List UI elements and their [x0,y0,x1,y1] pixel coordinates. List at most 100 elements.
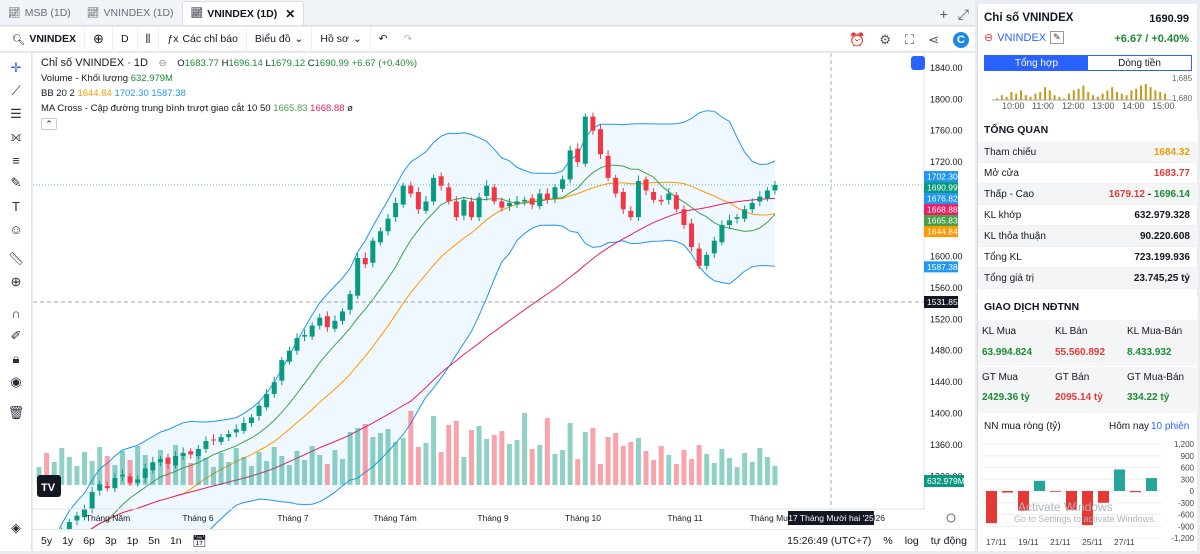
price-chart[interactable]: 1840.00 1800.00 1760.00 1720.00 1600.00 1560.… [33,53,975,554]
fullscreen-icon[interactable]: ⛶ [904,31,915,47]
trendline-icon[interactable]: ⟋ [11,83,21,98]
range-5d[interactable]: 5n [148,534,160,547]
mini-volume-bar [1140,85,1142,100]
price-axis-bg [924,53,975,529]
profile-button[interactable]: Hồ sơ ⌄ [312,26,371,52]
mini-volume-bar [1024,95,1027,100]
time-tail: 2026 [866,513,885,523]
pencil-lock-icon[interactable]: ✐ [10,328,22,343]
net-today-tab[interactable]: Hôm nay [1109,421,1150,432]
auto-toggle[interactable]: tự động [930,535,967,547]
brush-icon[interactable]: ✎ [10,175,22,190]
tab-msb[interactable]: 📈︎ MSB (1D) [0,1,79,25]
candle [719,225,725,243]
mini-time: 15:00 [1152,101,1175,111]
tab-summary[interactable]: Tổng hợp [985,56,1088,70]
eye-icon[interactable]: ◉ [10,374,22,389]
volume-bar [264,461,270,485]
horizontal-lines-icon[interactable]: ☰ [10,106,22,121]
volume-bar [757,448,763,485]
close-icon[interactable]: ✕ [285,6,296,21]
mini-time: 14:00 [1122,101,1145,111]
foreign-value: 55.560.892 [1055,346,1106,358]
chart-icon: 📈︎ [8,7,21,19]
undo-button[interactable]: ↶ [371,27,396,52]
candle [461,199,467,216]
tab-money-flow[interactable]: Dòng tiền [1118,57,1161,69]
pattern-icon[interactable]: ⟗ [10,129,22,144]
range-1y[interactable]: 1y [62,534,74,547]
candle [173,456,179,466]
compare-button[interactable]: ⊕ [85,26,113,52]
alert-icon[interactable]: ⏰ [849,31,866,47]
panel-tabs: Tổng hợp Dòng tiền [984,55,1192,71]
price-tick: 1840.00 [930,63,963,73]
volume-bar [453,421,459,485]
tab-vnindex-2[interactable]: 📈︎ VNINDEX (1D) ✕ [181,1,305,25]
range-5y[interactable]: 5y [41,534,53,547]
crosshair-icon[interactable]: ✛ [10,60,22,75]
candle [347,294,353,310]
interval-button[interactable]: D [113,26,138,52]
mini-tick: 1,680 [1172,94,1193,103]
net-axis-tick: -1,200 [1171,534,1194,543]
layers-icon[interactable]: ◈ [11,520,21,535]
l-label: L [265,58,271,69]
expand-icon[interactable]: ⤢ [957,6,969,22]
add-tab-icon[interactable]: + [939,6,948,22]
candle [226,434,232,438]
redo-button[interactable]: ↷ [395,27,420,52]
overview-row: Tổng giá trị 23.745,25 tỷ [978,268,1198,289]
price-label: 1587.38 [927,262,958,272]
change-value: +6.67 (+0.40%) [351,58,418,69]
undo-icon: ↶ [378,33,388,45]
range-3m[interactable]: 3p [104,534,117,547]
range-6m[interactable]: 6p [83,534,95,547]
net-10-tab[interactable]: 10 phiên [1151,421,1190,432]
volume-bar [324,464,330,485]
range-1d[interactable]: 1n [169,534,182,547]
fib-icon[interactable]: ≡ [12,152,20,168]
overview-row: Thấp - Cao 1679.12 - 1696.14 [978,184,1198,205]
emoji-icon[interactable]: ☺ [9,221,23,237]
calendar-icon[interactable]: 📅︎ [191,533,207,548]
volume-bar [279,456,285,485]
tab-vnindex-1[interactable]: 📈︎ VNINDEX (1D) [79,1,182,25]
edit-icon[interactable]: ✎ [1050,31,1064,44]
chart-toolbar: 🔍︎ VNINDEX ⊕ D ⫼ ƒx Các chỉ báo Biểu đồ ⌄ H… [0,26,975,52]
candle [643,179,649,191]
foreign-header: GT Bán [1055,371,1090,383]
legend-collapse-icon[interactable]: ⊖ [158,58,167,69]
volume-bar [248,466,254,485]
candle-style-button[interactable]: ⫼ [138,26,160,52]
volume-bar [597,464,603,485]
mini-volume-bar [1135,88,1138,100]
text-icon[interactable]: T [12,198,20,214]
remove-icon[interactable]: ⊖ [984,32,994,44]
range-1m[interactable]: 1p [126,534,139,547]
legend-toggle-button[interactable]: ⌃ [41,118,57,130]
log-toggle[interactable]: log [904,535,919,547]
magnet-icon[interactable]: ∩ [11,305,21,321]
net-date: 19/11 [1018,537,1039,547]
percent-toggle[interactable]: % [883,535,893,547]
share-icon[interactable]: ⋖ [928,31,939,47]
ruler-icon[interactable]: 📏︎ [7,251,25,266]
trash-icon[interactable]: 🗑︎ [7,405,25,420]
chart-area[interactable]: 1840.00 1800.00 1760.00 1720.00 1600.00 1560.… [33,53,975,554]
foreign-value: 2095.14 tỷ [1055,391,1103,403]
symbol-search[interactable]: 🔍︎ VNINDEX [4,26,86,52]
lock-icon[interactable]: 🔒︎ [12,351,20,366]
time-label: Tháng 11 [667,513,703,523]
low-value: 1679.12 [1108,188,1145,200]
zoom-icon[interactable]: ⊕ [10,274,22,289]
chart-type-button[interactable]: Biểu đồ ⌄ [247,26,313,52]
candle [537,193,543,207]
bb-up-value: 1702.30 [114,88,149,99]
tv-logo [37,475,61,497]
panel-symbol[interactable]: ⊖ VNINDEX ✎ [984,31,1064,44]
candle [142,468,148,478]
gear-icon[interactable]: ⚙ [879,31,891,47]
indicators-button[interactable]: ƒx Các chỉ báo [159,26,247,52]
candle [82,509,88,518]
